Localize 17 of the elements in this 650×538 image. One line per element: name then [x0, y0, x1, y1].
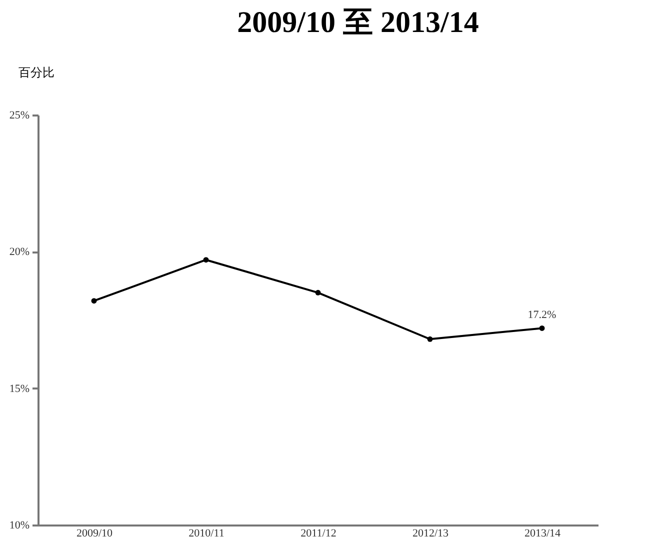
y-axis-title: 百分比	[18, 66, 54, 80]
x-tick-label: 2009/10	[76, 528, 114, 538]
point	[427, 336, 433, 342]
annotation: 17.2%	[528, 309, 556, 322]
x-tick-label: 2010/11	[188, 528, 224, 538]
x-tick-label: 2012/13	[412, 528, 450, 538]
y-tick-label: 15%	[9, 382, 30, 395]
y-tick-label: 20%	[9, 246, 30, 258]
point	[315, 290, 321, 296]
point	[91, 298, 97, 304]
point	[539, 325, 545, 331]
x-tick-label: 2011/12	[300, 528, 336, 538]
point	[203, 257, 209, 263]
y-tick-label: 25%	[9, 110, 30, 122]
x-tick-label: 2013/14	[524, 528, 562, 538]
chart-title: 2009/10 至 2013/14	[237, 6, 479, 39]
y-tick-label: 10%	[9, 520, 30, 532]
